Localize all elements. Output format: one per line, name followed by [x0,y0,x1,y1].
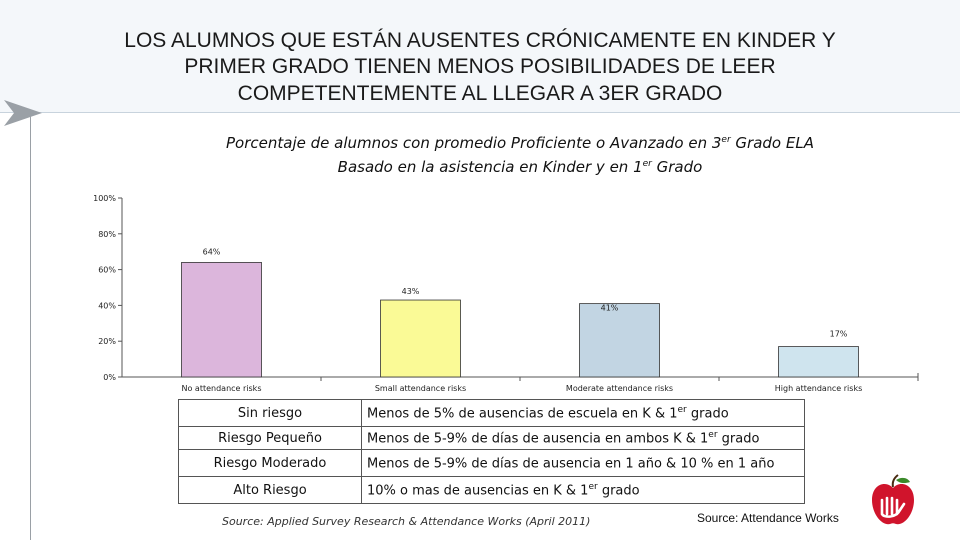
y-tick-label: 80% [98,230,116,239]
category-label: Moderate attendance risks [566,384,673,393]
risk-label: Alto Riesgo [178,476,362,504]
chart-title-line-2: Basado en la asistencia en Kinder y en 1… [337,158,703,176]
data-label: 64% [203,247,221,256]
y-tick-label: 0% [103,373,116,382]
table-row: Alto Riesgo 10% o mas de ausencias en K … [178,476,805,504]
table-row: Riesgo Moderado Menos de 5-9% de días de… [178,449,805,477]
risk-label: Sin riesgo [178,399,362,427]
bar [579,303,660,378]
y-tick-label: 100% [93,194,116,203]
apple-logo-icon [872,474,914,525]
data-label: 41% [601,304,619,313]
source-citation: Source: Applied Survey Research & Attend… [222,515,591,528]
risk-description: Menos de 5-9% de días de ausencia en amb… [361,426,805,450]
category-label: No attendance risks [182,384,262,393]
left-rule-line [30,112,31,540]
category-label: Small attendance risks [375,384,466,393]
y-tick-label: 20% [98,337,116,346]
slide-title-line-3: COMPETENTEMENTE AL LLEGAR A 3ER GRADO [237,82,723,105]
table-row: Sin riesgo Menos de 5% de ausencias de e… [178,399,805,427]
y-tick-label: 40% [98,301,116,310]
risk-legend-table: Sin riesgo Menos de 5% de ausencias de e… [178,399,805,504]
source-attribution: Source: Attendance Works [697,511,839,525]
category-label: High attendance risks [775,384,863,393]
chart-title-line-1: Porcentaje de alumnos con promedio Profi… [226,134,814,152]
risk-description: 10% o mas de ausencias en K & 1er grado [361,476,805,504]
title-divider [0,112,960,113]
table-row: Riesgo Pequeño Menos de 5-9% de días de … [178,426,805,450]
risk-label: Riesgo Pequeño [178,426,362,450]
slide-title-line-1: LOS ALUMNOS QUE ESTÁN AUSENTES CRÓNICAME… [124,29,836,52]
arrow-decoration-icon [4,100,42,126]
title-band [0,0,960,112]
bar [380,299,461,378]
bar [778,346,859,378]
risk-description: Menos de 5-9% de días de ausencia en 1 a… [361,449,805,477]
y-tick-label: 60% [98,266,116,275]
slide-title-line-2: PRIMER GRADO TIENEN MENOS POSIBILIDADES … [184,55,776,78]
bar [181,262,262,378]
data-label: 43% [402,287,420,296]
risk-description: Menos de 5% de ausencias de escuela en K… [361,399,805,427]
data-label: 17% [830,330,848,339]
risk-label: Riesgo Moderado [178,449,362,477]
